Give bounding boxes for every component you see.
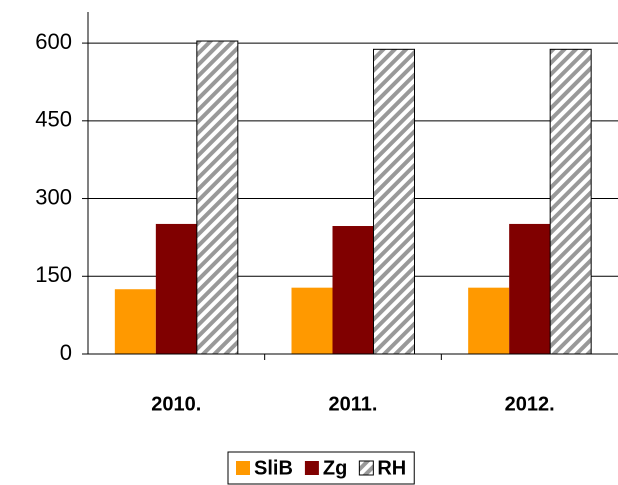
bar <box>196 40 239 355</box>
bar <box>332 226 374 354</box>
bar <box>509 223 551 354</box>
bar <box>114 289 156 354</box>
y-tick-label: 300 <box>35 184 72 209</box>
bar <box>549 48 592 355</box>
x-tick-label: 2010. <box>151 393 201 415</box>
legend-swatch <box>304 461 319 475</box>
bar <box>373 48 415 355</box>
y-tick-label: 450 <box>35 107 72 132</box>
x-tick-label: 2011. <box>329 393 378 415</box>
legend-swatch <box>236 461 250 475</box>
legend: SliB Zg RH <box>227 451 415 485</box>
legend-box <box>227 451 415 485</box>
bar <box>468 287 510 354</box>
bar <box>155 223 197 354</box>
legend-label: SliB <box>254 457 293 479</box>
legend-swatch <box>358 460 374 476</box>
x-tick-label: 2012. <box>505 393 555 415</box>
y-tick-label: 150 <box>35 262 72 287</box>
legend-label: Zg <box>323 457 347 479</box>
y-tick-label: 600 <box>35 29 72 54</box>
legend-label: RH <box>377 457 406 479</box>
y-tick-label: 0 <box>60 340 72 365</box>
bar <box>291 287 333 354</box>
